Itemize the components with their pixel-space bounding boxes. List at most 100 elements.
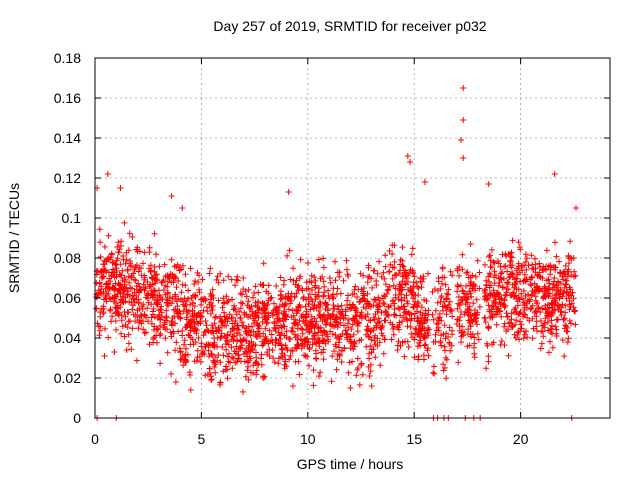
data-point (504, 268, 511, 275)
data-point (130, 311, 137, 318)
data-point (549, 322, 555, 329)
data-point (385, 303, 392, 310)
data-point (315, 329, 322, 336)
data-point (336, 344, 342, 351)
data-point (325, 336, 332, 343)
data-point (112, 262, 119, 268)
data-point (281, 332, 288, 339)
data-point (214, 273, 221, 280)
data-point (552, 295, 559, 302)
data-point (259, 342, 266, 349)
data-point (162, 317, 168, 324)
data-point (312, 347, 319, 354)
data-point (378, 309, 385, 316)
data-point (487, 263, 494, 270)
data-point (561, 315, 568, 322)
data-point (383, 290, 390, 297)
data-point (114, 305, 121, 312)
data-point (141, 330, 148, 337)
data-point (291, 293, 298, 300)
data-point (532, 308, 539, 315)
data-point (306, 344, 313, 351)
data-point (151, 274, 158, 281)
data-point (256, 305, 263, 312)
data-point (443, 330, 450, 337)
data-point (234, 337, 241, 343)
data-point (305, 323, 312, 330)
data-point (231, 305, 238, 311)
data-point (449, 331, 456, 338)
data-point (421, 314, 428, 321)
data-point (407, 324, 414, 330)
data-point (232, 282, 238, 289)
y-tick-label: 0.08 (54, 250, 81, 266)
data-point (418, 319, 425, 325)
data-point (228, 344, 235, 351)
data-point (528, 252, 535, 259)
data-point (438, 342, 445, 349)
data-point (241, 358, 248, 365)
data-point (202, 328, 209, 335)
data-point (209, 286, 216, 293)
data-point (415, 317, 422, 324)
data-point (296, 317, 303, 324)
data-point (522, 251, 529, 258)
data-point (407, 159, 413, 165)
data-point (481, 315, 488, 322)
data-point (509, 237, 516, 244)
data-point (476, 303, 483, 310)
data-point (268, 331, 275, 338)
data-point (103, 298, 110, 305)
data-point (215, 297, 222, 304)
data-point (168, 193, 175, 199)
data-point (406, 310, 413, 317)
data-point (207, 290, 214, 297)
data-point (124, 266, 131, 273)
data-point (465, 326, 472, 333)
data-point (380, 269, 387, 276)
data-point (421, 333, 428, 340)
data-point (254, 360, 260, 367)
data-point (471, 340, 478, 347)
data-point (490, 258, 497, 265)
data-point (563, 328, 570, 335)
data-point (390, 326, 396, 332)
data-point (319, 318, 326, 325)
data-point (399, 257, 406, 264)
data-point (514, 302, 521, 309)
data-point (366, 273, 373, 280)
data-point (343, 257, 350, 264)
data-point (538, 340, 545, 347)
data-point (538, 328, 545, 335)
data-point (516, 336, 523, 343)
data-point (443, 375, 450, 382)
data-point (172, 347, 179, 354)
data-point (233, 276, 240, 283)
data-point (553, 333, 560, 339)
data-point (474, 257, 481, 264)
data-point (103, 281, 109, 288)
data-point (249, 311, 256, 318)
data-point (501, 342, 508, 349)
data-point (281, 303, 287, 310)
data-point (463, 270, 470, 276)
data-point (294, 308, 301, 315)
data-point (135, 280, 142, 287)
data-point (174, 303, 181, 310)
data-point (410, 295, 417, 302)
data-point (211, 314, 218, 321)
data-point (485, 181, 492, 187)
data-point (316, 339, 323, 346)
data-point (351, 339, 358, 346)
data-point (352, 312, 359, 319)
data-point (272, 325, 279, 332)
data-point (221, 309, 227, 316)
data-point (129, 285, 135, 292)
data-point (335, 321, 342, 328)
data-point (485, 273, 492, 280)
data-point (571, 308, 578, 315)
data-point (327, 279, 334, 286)
data-point (258, 351, 265, 358)
data-point (315, 256, 322, 263)
data-point (350, 343, 357, 349)
